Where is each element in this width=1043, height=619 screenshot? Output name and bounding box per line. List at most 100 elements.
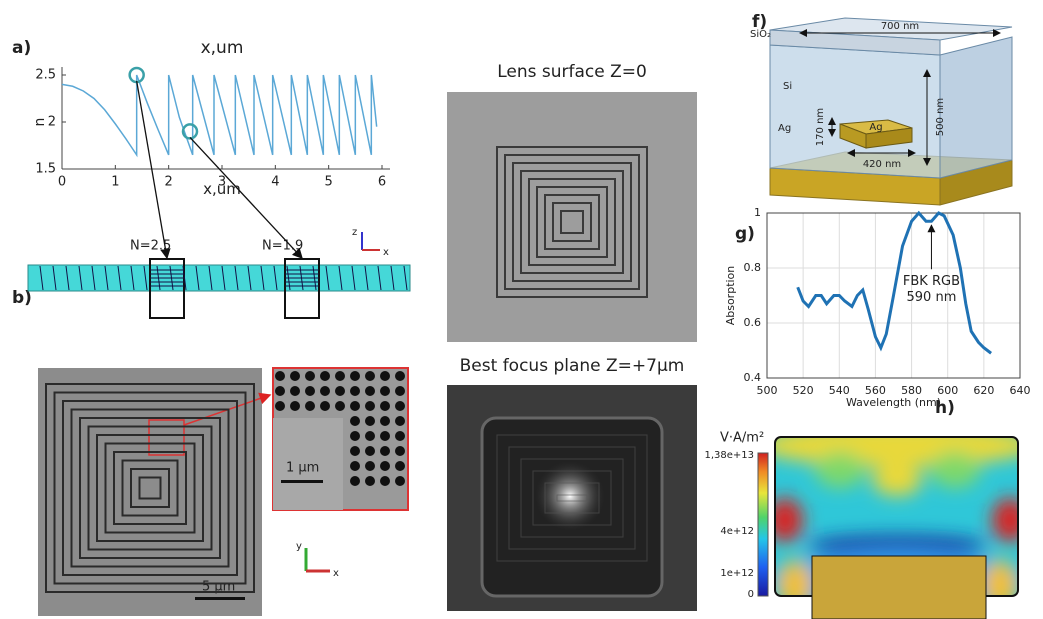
data-line bbox=[798, 213, 991, 353]
hole bbox=[350, 416, 360, 426]
layer-label: SiO₂ bbox=[750, 29, 771, 40]
hole bbox=[320, 386, 330, 396]
scale-bar bbox=[281, 480, 323, 483]
y-axis-label: Absorption bbox=[724, 266, 737, 326]
dimension-label: 700 nm bbox=[881, 21, 919, 32]
scale-bar-label: 1 µm bbox=[286, 461, 319, 476]
hole bbox=[350, 461, 360, 471]
hole bbox=[395, 461, 405, 471]
hole bbox=[335, 371, 345, 381]
colorbar-label: 1,38e+13 bbox=[704, 450, 754, 461]
colorbar-label: 4e+12 bbox=[720, 526, 754, 537]
hole bbox=[395, 401, 405, 411]
hole bbox=[380, 431, 390, 441]
hole bbox=[350, 431, 360, 441]
hole bbox=[350, 371, 360, 381]
ag-cross-section bbox=[812, 556, 986, 619]
hole bbox=[290, 371, 300, 381]
figure: a) b) c) d) e) f) g) h) N=2.5 N=1.9 z x … bbox=[0, 0, 1043, 619]
x-tick-label: 520 bbox=[793, 384, 814, 397]
y-tick-label: 0.4 bbox=[744, 371, 762, 384]
data-line bbox=[62, 75, 377, 155]
hole bbox=[380, 386, 390, 396]
microscope-image bbox=[447, 92, 697, 342]
hole bbox=[365, 371, 375, 381]
panel-f: SiO₂ Si Ag 700 nm 170 nm 500 nm Ag 420 n… bbox=[750, 18, 1012, 205]
hole bbox=[350, 476, 360, 486]
y-tick-label: 2 bbox=[48, 115, 56, 130]
dimension-label: 420 nm bbox=[863, 159, 901, 170]
hole bbox=[365, 401, 375, 411]
x-tick-label: 4 bbox=[271, 175, 279, 190]
hole bbox=[365, 446, 375, 456]
hole bbox=[365, 431, 375, 441]
hole bbox=[350, 446, 360, 456]
axis-icon-label: x bbox=[383, 247, 389, 258]
hole bbox=[395, 416, 405, 426]
hole bbox=[275, 386, 285, 396]
annotation: FBK RGB bbox=[903, 274, 960, 289]
hole bbox=[395, 371, 405, 381]
colorbar-label: 0 bbox=[748, 589, 754, 600]
axis-icon-label: y bbox=[296, 541, 302, 552]
hole bbox=[305, 401, 315, 411]
layer-label: Si bbox=[783, 81, 792, 92]
x-tick-label: 640 bbox=[1010, 384, 1031, 397]
x-tick-label: 500 bbox=[757, 384, 778, 397]
hole bbox=[290, 401, 300, 411]
colorbar bbox=[758, 453, 768, 596]
panel-de: Lens surface Z=0 Best focus plane Z=+7µm bbox=[447, 62, 697, 611]
axis-icon-label: z bbox=[352, 227, 357, 238]
y-tick-label: 2.5 bbox=[35, 68, 56, 83]
y-tick-label: 1 bbox=[754, 206, 761, 219]
hole bbox=[380, 401, 390, 411]
x-tick-label: 1 bbox=[111, 175, 119, 190]
hole bbox=[395, 431, 405, 441]
hole bbox=[290, 386, 300, 396]
chart-title: x,um bbox=[201, 38, 244, 58]
x-axis-label: x,um bbox=[203, 180, 241, 198]
colorbar-unit: V·A/m² bbox=[720, 431, 764, 446]
colorbar-label: 1e+12 bbox=[720, 568, 754, 579]
index-label: N=1.9 bbox=[262, 239, 303, 254]
scale-bar bbox=[195, 597, 245, 600]
y-tick-label: 0.6 bbox=[744, 316, 762, 329]
y-tick-label: 1.5 bbox=[35, 162, 56, 177]
hole bbox=[350, 386, 360, 396]
hole bbox=[380, 416, 390, 426]
hole bbox=[380, 461, 390, 471]
hole bbox=[380, 446, 390, 456]
hole bbox=[350, 401, 360, 411]
panel-h: V·A/m² 1,38e+13 4e+12 1e+12 0 bbox=[704, 423, 1037, 619]
x-tick-label: 6 bbox=[378, 175, 386, 190]
hole bbox=[365, 386, 375, 396]
layer-label: Ag bbox=[778, 123, 791, 134]
hole bbox=[305, 386, 315, 396]
x-tick-label: 2 bbox=[165, 175, 173, 190]
hole bbox=[305, 371, 315, 381]
y-axis-label: n bbox=[32, 118, 48, 127]
hole bbox=[335, 401, 345, 411]
hole bbox=[365, 461, 375, 471]
hole bbox=[365, 416, 375, 426]
hole bbox=[320, 401, 330, 411]
image-title: Lens surface Z=0 bbox=[497, 62, 647, 82]
hole bbox=[395, 446, 405, 456]
hole bbox=[275, 401, 285, 411]
x-tick-label: 0 bbox=[58, 175, 66, 190]
layer-label: Ag bbox=[869, 122, 882, 133]
hole bbox=[320, 371, 330, 381]
hole bbox=[380, 371, 390, 381]
x-tick-label: 5 bbox=[325, 175, 333, 190]
axis-icon-label: x bbox=[333, 568, 339, 579]
image-title: Best focus plane Z=+7µm bbox=[460, 356, 685, 376]
panel-label: g) bbox=[735, 224, 755, 244]
y-tick-label: 0.8 bbox=[744, 261, 762, 274]
hole bbox=[395, 386, 405, 396]
x-tick-label: 620 bbox=[973, 384, 994, 397]
panel-label: a) bbox=[12, 38, 31, 58]
dimension-label: 170 nm bbox=[815, 108, 826, 146]
si-front bbox=[770, 45, 940, 178]
hole bbox=[395, 476, 405, 486]
si-side bbox=[940, 37, 1012, 178]
